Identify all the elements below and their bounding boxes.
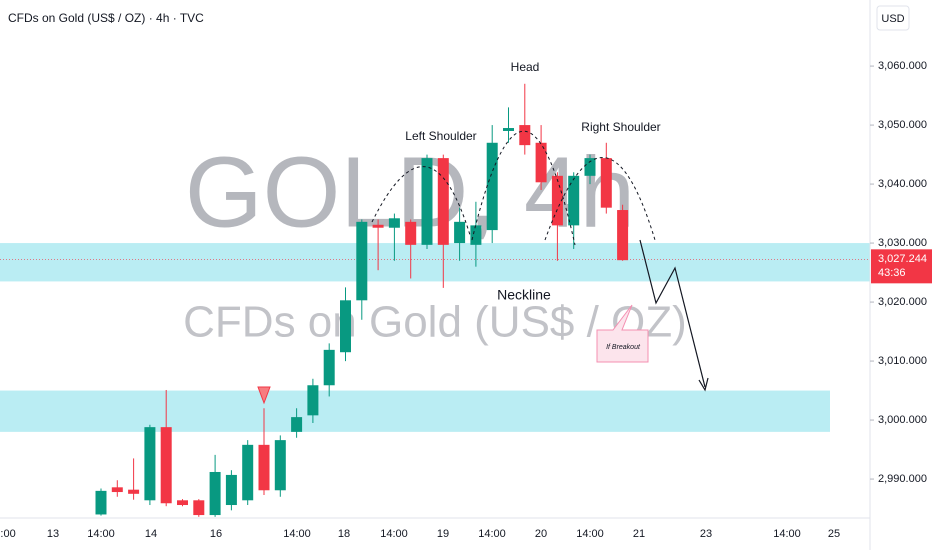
y-tick-label: 3,020.000 xyxy=(878,296,927,308)
y-tick-label: 3,040.000 xyxy=(878,178,927,190)
candle-body xyxy=(242,444,254,501)
candle-body xyxy=(128,489,140,494)
candle-body xyxy=(551,175,563,226)
y-tick-label: 3,060.000 xyxy=(878,60,927,72)
candle-body xyxy=(405,221,417,245)
candle-body xyxy=(307,385,319,416)
y-tick-label: 3,000.000 xyxy=(878,414,927,426)
candle-body xyxy=(584,158,596,176)
arrow-head xyxy=(698,377,709,392)
x-tick-label: 23 xyxy=(700,528,712,540)
candle-body xyxy=(503,128,514,131)
candle-body xyxy=(193,500,205,516)
x-tick-label: 20 xyxy=(535,528,547,540)
x-tick-label: 14:00 xyxy=(773,528,801,540)
x-tick-label: 14:00 xyxy=(478,528,506,540)
breakout-callout xyxy=(596,304,649,363)
x-tick-label: 14:00 xyxy=(87,528,115,540)
candle-body xyxy=(372,224,384,228)
candle-body xyxy=(95,490,107,515)
zone xyxy=(0,390,830,432)
left-shoulder-arc xyxy=(371,166,471,236)
pattern-arcs xyxy=(371,130,656,246)
right-shoulder-label: Right Shoulder xyxy=(581,120,660,134)
zone xyxy=(0,243,870,282)
x-tick-label: 13 xyxy=(47,528,59,540)
candle-body xyxy=(535,142,547,183)
x-tick-label: 16 xyxy=(210,528,222,540)
candle-body xyxy=(258,444,270,491)
candle-body xyxy=(177,500,188,506)
x-tick-label: 18 xyxy=(338,528,350,540)
candle-body xyxy=(568,175,580,226)
y-tick-label: 3,010.000 xyxy=(878,355,927,367)
candle-body xyxy=(617,210,629,261)
candle-body xyxy=(209,471,221,516)
currency-box[interactable] xyxy=(876,5,910,31)
candle-body xyxy=(486,142,498,231)
candle-body xyxy=(274,440,286,491)
y-tick-label: 3,050.000 xyxy=(878,119,927,131)
candle-body xyxy=(160,427,172,504)
candle-body xyxy=(519,125,531,146)
candle-body xyxy=(111,487,123,493)
last-price-box xyxy=(871,249,932,284)
candle-body xyxy=(421,158,433,245)
candle-body xyxy=(454,221,466,244)
candle-body xyxy=(388,218,400,228)
left-shoulder-label: Left Shoulder xyxy=(405,129,476,143)
x-tick-label: 14:00 xyxy=(283,528,311,540)
last-price-label: 3,027.244 xyxy=(878,253,927,265)
x-tick-label: 14 xyxy=(145,528,157,540)
x-tick-label: 25 xyxy=(828,528,840,540)
candle-body xyxy=(144,427,156,501)
marker-triangle xyxy=(257,386,271,405)
currency: USD xyxy=(881,13,904,25)
candle-body xyxy=(470,225,482,245)
chart-title: CFDs on Gold (US$ / OZ) · 4h · TVC xyxy=(8,11,204,25)
candle-body xyxy=(323,349,335,386)
projection-arrow xyxy=(639,239,706,388)
candle-body xyxy=(340,300,351,353)
x-tick-label: 3:00 xyxy=(0,528,16,540)
y-tick-label: 3,030.000 xyxy=(878,237,927,249)
x-tick-label: 19 xyxy=(437,528,449,540)
candle-body xyxy=(356,221,368,301)
candle-body xyxy=(225,474,237,506)
candle-body xyxy=(600,158,612,208)
breakout-label: If Breakout xyxy=(606,344,641,351)
y-tick-label: 2,990.000 xyxy=(878,473,927,485)
candle-body xyxy=(291,417,303,432)
candle-body xyxy=(437,158,449,245)
head-label: Head xyxy=(511,60,540,74)
x-tick-label: 21 xyxy=(633,528,645,540)
countdown: 43:36 xyxy=(878,267,906,279)
right-shoulder-arc xyxy=(544,157,656,241)
x-tick-label: 14:00 xyxy=(380,528,408,540)
neckline-label: Neckline xyxy=(497,287,551,303)
x-tick-label: 14:00 xyxy=(576,528,604,540)
